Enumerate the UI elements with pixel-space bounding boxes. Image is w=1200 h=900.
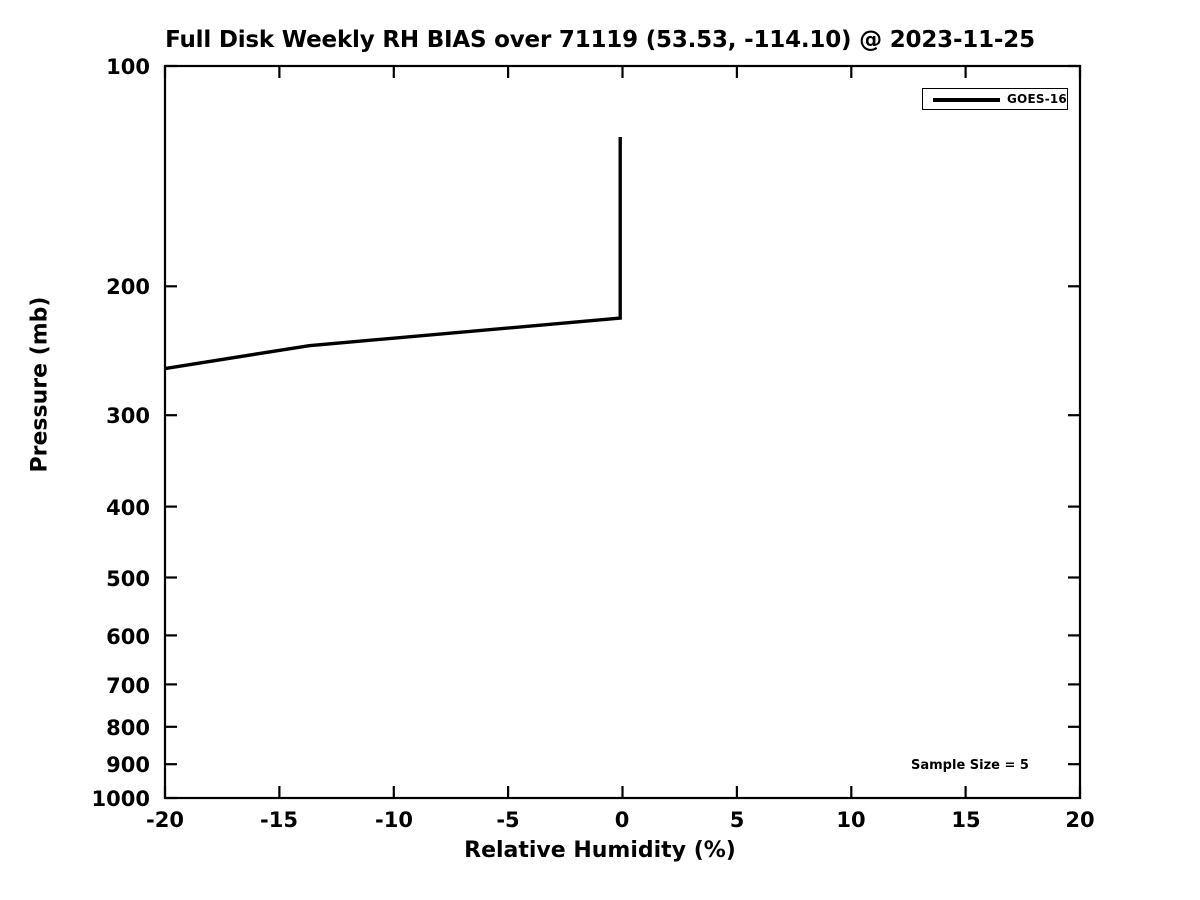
y-axis-ticks xyxy=(165,64,1080,800)
y-tick-label: 600 xyxy=(106,625,150,649)
y-tick-label: 200 xyxy=(106,275,150,299)
y-tick-label: 800 xyxy=(106,716,150,740)
x-tick-label: -20 xyxy=(146,808,184,832)
axes-frame xyxy=(163,64,1082,800)
x-tick-label: 0 xyxy=(614,808,630,832)
legend[interactable]: GOES-16 xyxy=(922,88,1068,110)
y-tick-label: 100 xyxy=(106,55,150,79)
x-tick-label: 20 xyxy=(1065,808,1095,832)
y-tick-label: 300 xyxy=(106,404,150,428)
y-tick-label: 500 xyxy=(106,567,150,591)
sample-size-annotation: Sample Size = 5 xyxy=(911,758,1029,773)
page-title: Full Disk Weekly RH BIAS over 71119 (53.… xyxy=(165,27,1035,53)
legend-line-swatch xyxy=(933,98,1000,102)
y-axis-label: Pressure (mb) xyxy=(27,296,53,473)
y-tick-label: 1000 xyxy=(91,787,150,811)
x-tick-label: 15 xyxy=(951,808,981,832)
x-tick-label: -5 xyxy=(496,808,520,832)
x-axis-label: Relative Humidity (%) xyxy=(464,838,736,863)
x-tick-label: 5 xyxy=(729,808,745,832)
legend-entry-label: GOES-16 xyxy=(1007,92,1067,106)
x-tick-label: -10 xyxy=(375,808,413,832)
y-tick-label: 700 xyxy=(106,674,150,698)
y-tick-label: 900 xyxy=(106,753,150,777)
x-tick-label: -15 xyxy=(260,808,298,832)
x-tick-label: 10 xyxy=(836,808,866,832)
x-axis-ticks xyxy=(163,66,1082,798)
y-tick-label: 400 xyxy=(106,496,150,520)
data-series-goes-16 xyxy=(164,136,622,371)
